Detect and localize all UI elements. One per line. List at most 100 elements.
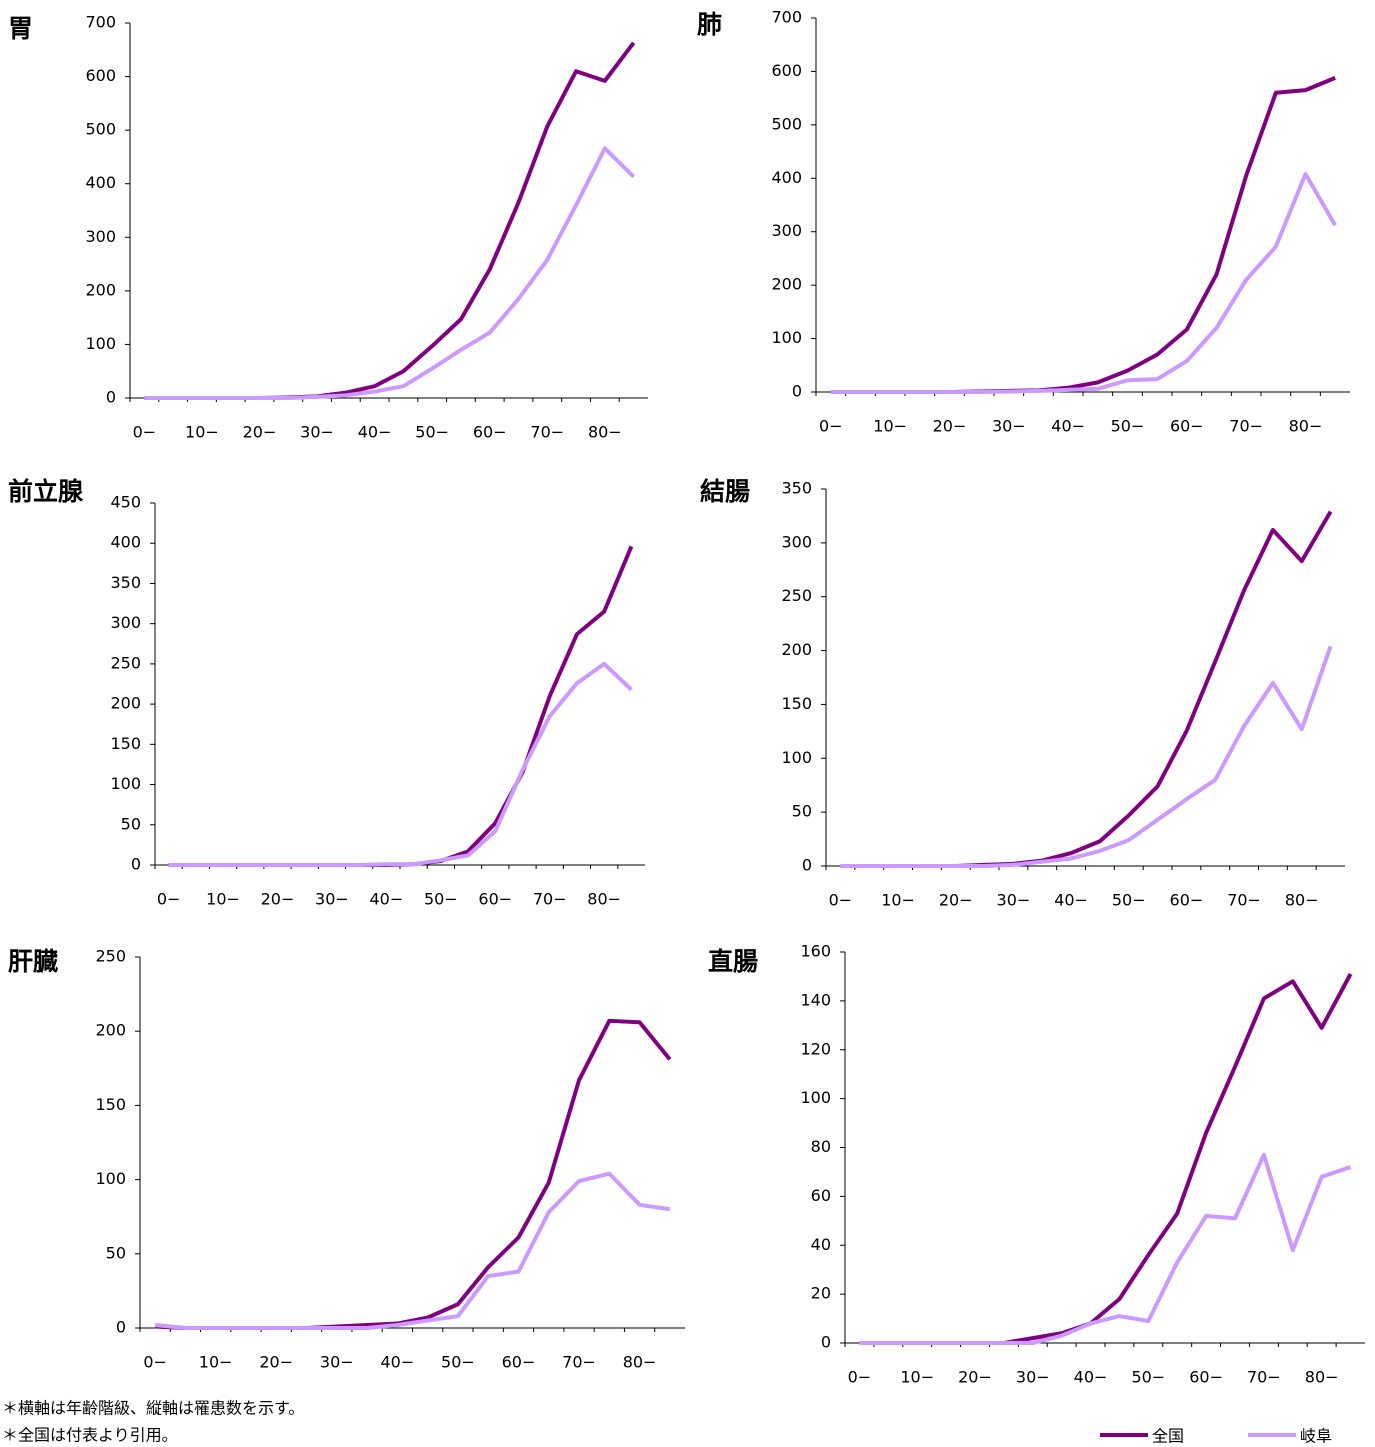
y-tick-label: 150: [95, 1095, 126, 1114]
x-tick-label: 80−: [588, 423, 622, 442]
x-tick-label: 40−: [358, 423, 392, 442]
y-tick-label: 350: [781, 479, 812, 498]
x-tick-label: 40−: [380, 1353, 414, 1372]
x-tick-label: 80−: [623, 1353, 657, 1372]
x-tick-label: 20−: [933, 417, 967, 436]
x-tick-label: 20−: [243, 423, 277, 442]
y-tick-label: 100: [110, 774, 141, 793]
x-tick-label: 70−: [533, 890, 567, 909]
series-line: [830, 172, 1337, 394]
chart-title: 胃: [8, 14, 33, 43]
y-tick-label: 140: [800, 990, 831, 1009]
series-line: [144, 146, 636, 400]
y-tick-label: 400: [771, 168, 802, 187]
legend-label: 全国: [1152, 1427, 1184, 1446]
series-line: [144, 41, 636, 400]
y-tick-label: 0: [106, 388, 116, 407]
x-tick-label: 20−: [939, 891, 973, 910]
y-tick-label: 200: [110, 694, 141, 713]
chart-title: 結腸: [700, 477, 750, 506]
x-tick-label: 0−: [157, 890, 181, 909]
x-tick-label: 40−: [1051, 417, 1085, 436]
y-tick-label: 200: [85, 280, 116, 299]
y-tick-label: 40: [811, 1235, 831, 1254]
chart-title: 肝臓: [8, 947, 58, 976]
series-line: [859, 973, 1353, 1345]
y-tick-label: 0: [802, 856, 812, 875]
y-tick-label: 400: [110, 533, 141, 552]
x-tick-label: 10−: [185, 423, 219, 442]
x-tick-label: 10−: [206, 890, 240, 909]
series-line: [154, 1171, 671, 1330]
series-line: [840, 510, 1333, 868]
x-tick-label: 0−: [848, 1368, 872, 1387]
y-tick-label: 0: [116, 1318, 126, 1337]
x-tick-label: 50−: [441, 1353, 475, 1372]
series-line: [168, 661, 633, 867]
series-line: [840, 645, 1333, 868]
x-tick-label: 0−: [819, 417, 843, 436]
y-tick-label: 250: [781, 586, 812, 605]
y-tick-label: 20: [811, 1284, 831, 1303]
x-tick-label: 50−: [1111, 417, 1145, 436]
footnote: ＊全国は付表より引用。: [2, 1426, 178, 1445]
y-tick-label: 60: [811, 1186, 831, 1205]
x-tick-label: 50−: [415, 423, 449, 442]
x-tick-label: 30−: [315, 890, 349, 909]
x-tick-label: 10−: [873, 417, 907, 436]
x-tick-label: 40−: [370, 890, 404, 909]
y-tick-label: 450: [110, 493, 141, 512]
y-tick-label: 200: [781, 640, 812, 659]
y-tick-label: 300: [781, 532, 812, 551]
x-tick-label: 60−: [1170, 417, 1204, 436]
y-tick-label: 120: [800, 1039, 831, 1058]
chart-title: 前立腺: [8, 477, 84, 506]
x-tick-label: 10−: [199, 1353, 233, 1372]
y-tick-label: 400: [85, 173, 116, 192]
x-tick-label: 0−: [143, 1353, 167, 1372]
x-tick-label: 60−: [1189, 1368, 1223, 1387]
y-tick-label: 150: [110, 734, 141, 753]
y-tick-label: 50: [121, 814, 141, 833]
y-tick-label: 250: [95, 947, 126, 966]
y-tick-label: 700: [771, 8, 802, 27]
x-tick-label: 60−: [473, 423, 507, 442]
x-tick-label: 50−: [424, 890, 458, 909]
y-tick-label: 300: [771, 221, 802, 240]
x-tick-label: 0−: [133, 423, 157, 442]
y-tick-label: 300: [110, 613, 141, 632]
y-tick-label: 50: [106, 1243, 126, 1262]
x-tick-label: 30−: [992, 417, 1026, 436]
y-tick-label: 600: [85, 66, 116, 85]
x-tick-label: 30−: [1016, 1368, 1050, 1387]
x-tick-label: 40−: [1054, 891, 1088, 910]
y-tick-label: 0: [792, 382, 802, 401]
y-tick-label: 0: [131, 855, 141, 874]
x-tick-label: 30−: [300, 423, 334, 442]
y-tick-label: 150: [781, 694, 812, 713]
x-tick-label: 70−: [1227, 891, 1261, 910]
x-tick-label: 30−: [320, 1353, 354, 1372]
y-tick-label: 500: [85, 120, 116, 139]
x-tick-label: 70−: [1247, 1368, 1281, 1387]
x-tick-label: 80−: [1289, 417, 1323, 436]
x-tick-label: 70−: [562, 1353, 596, 1372]
x-tick-label: 30−: [997, 891, 1031, 910]
series-line: [859, 1152, 1352, 1345]
footnote: ＊横軸は年齢階級、縦軸は罹患数を示す。: [2, 1399, 304, 1418]
y-tick-label: 600: [771, 61, 802, 80]
x-tick-label: 0−: [829, 891, 853, 910]
y-tick-label: 500: [771, 114, 802, 133]
x-tick-label: 60−: [478, 890, 512, 909]
x-tick-label: 70−: [530, 423, 564, 442]
x-tick-label: 80−: [587, 890, 621, 909]
x-tick-label: 20−: [259, 1353, 293, 1372]
y-tick-label: 100: [781, 748, 812, 767]
x-tick-label: 60−: [1170, 891, 1204, 910]
y-tick-label: 100: [85, 334, 116, 353]
x-tick-label: 70−: [1229, 417, 1263, 436]
y-tick-label: 300: [85, 227, 116, 246]
legend-label: 岐阜: [1300, 1427, 1332, 1446]
y-tick-label: 200: [771, 275, 802, 294]
y-tick-label: 700: [85, 13, 116, 32]
